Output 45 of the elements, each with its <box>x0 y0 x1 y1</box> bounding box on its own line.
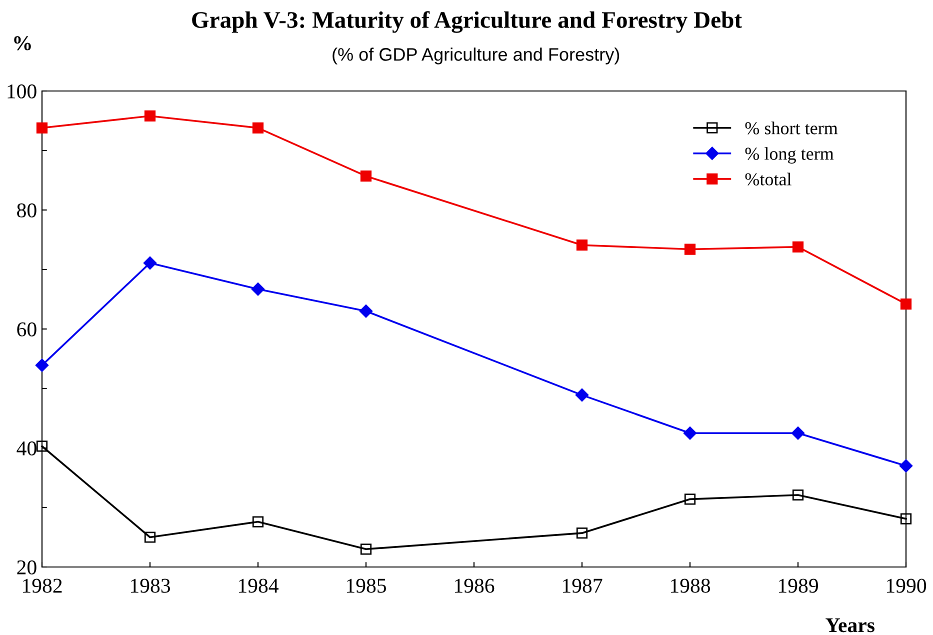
x-tick-label: 1990 <box>887 578 926 593</box>
y-axis-title: % <box>14 36 31 50</box>
x-tick-label: 1983 <box>131 578 170 593</box>
point <box>35 358 49 372</box>
point <box>251 282 265 296</box>
point <box>36 440 48 452</box>
x-tick-label: 1984 <box>239 578 279 593</box>
point <box>684 494 696 505</box>
y-tick-label: 40 <box>16 441 36 456</box>
point <box>575 388 589 402</box>
legend-label: % short term <box>745 122 838 134</box>
x-tick-label: 1987 <box>563 578 602 593</box>
legend-label: % long term <box>745 147 834 164</box>
point <box>252 122 264 134</box>
point <box>360 170 372 182</box>
x-tick-label: 1988 <box>671 578 710 593</box>
chart-subtitle: (% of GDP Agriculture and Forestry) <box>332 48 620 64</box>
x-tick-label: 1985 <box>347 578 386 593</box>
point <box>792 241 804 252</box>
point <box>899 459 913 472</box>
x-tick-label: 1986 <box>455 578 494 593</box>
point <box>683 426 697 440</box>
point <box>684 244 696 255</box>
point <box>576 528 588 539</box>
y-tick-label: 80 <box>17 203 36 218</box>
chart-title: Graph V-3: Maturity of Agriculture and Forestry Debt <box>192 11 742 33</box>
y-tick-label: 100 <box>8 84 36 98</box>
x-axis-title: Years <box>826 618 874 632</box>
point <box>360 544 372 555</box>
point <box>900 298 912 310</box>
point <box>252 516 264 528</box>
x-tick-label: 1982 <box>23 578 62 593</box>
point <box>791 426 805 440</box>
point <box>359 304 373 318</box>
point <box>144 110 156 122</box>
x-tick-label: 1989 <box>779 578 818 593</box>
point <box>792 489 804 501</box>
point <box>576 240 588 251</box>
y-tick-label: 60 <box>17 322 36 336</box>
legend-label: %total <box>745 172 792 186</box>
y-tick-label: 20 <box>17 560 36 574</box>
point <box>900 513 912 524</box>
point <box>144 532 156 543</box>
point <box>36 122 48 134</box>
point <box>143 256 157 270</box>
